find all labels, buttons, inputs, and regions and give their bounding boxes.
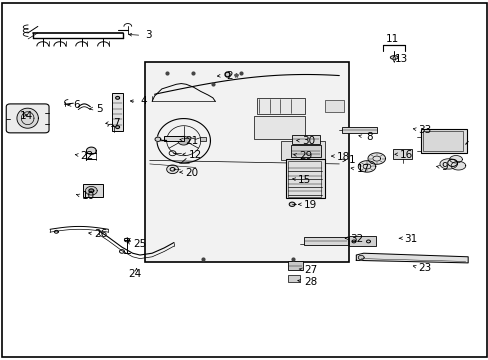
Text: 2: 2 [225,71,232,81]
Polygon shape [288,202,294,206]
Bar [287,161,321,197]
Polygon shape [17,108,38,128]
Text: 13: 13 [394,54,407,64]
Text: 31: 31 [403,234,416,244]
Polygon shape [389,56,397,59]
Bar [287,261,302,270]
Text: 18: 18 [336,152,349,162]
Text: 30: 30 [301,136,314,147]
Polygon shape [166,165,178,174]
Bar [144,62,348,262]
Bar [303,237,347,245]
Text: 32: 32 [350,234,363,244]
Polygon shape [86,147,96,154]
Text: 15: 15 [297,175,310,185]
Bar [256,98,305,114]
Text: 11: 11 [386,34,399,44]
Polygon shape [116,126,119,129]
Polygon shape [450,161,465,170]
Text: 21: 21 [185,136,198,146]
Polygon shape [367,153,385,164]
Bar [291,135,320,144]
Text: 20: 20 [185,168,198,178]
Bar [423,131,462,152]
Text: 7: 7 [113,118,120,128]
Text: 29: 29 [298,151,311,161]
Text: 33: 33 [418,125,431,135]
Polygon shape [449,156,461,163]
Polygon shape [439,159,457,169]
Text: 14: 14 [20,111,33,121]
Polygon shape [358,255,364,260]
Text: 9: 9 [441,162,447,172]
Bar [200,137,205,141]
Text: 23: 23 [418,262,431,273]
Bar [341,127,376,133]
Text: 5: 5 [96,104,102,113]
Text: 8: 8 [366,132,372,142]
Text: 4: 4 [140,96,146,107]
Text: 6: 6 [73,100,80,110]
Bar [392,149,411,159]
Bar [348,236,375,246]
Bar [290,145,321,157]
Text: 22: 22 [80,151,93,161]
Polygon shape [89,189,94,193]
FancyBboxPatch shape [6,104,49,133]
Text: 12: 12 [188,150,202,160]
Bar [281,141,324,160]
Bar [287,275,300,282]
Text: 26: 26 [95,229,108,239]
Polygon shape [356,253,467,263]
Text: 16: 16 [399,150,412,160]
Bar [112,93,122,131]
Text: 25: 25 [133,239,146,249]
Text: 3: 3 [144,30,151,40]
Text: 1: 1 [348,156,355,165]
Bar [285,159,324,198]
Bar [420,129,466,153]
Polygon shape [85,186,97,195]
Bar [324,100,344,112]
Text: 27: 27 [303,265,316,275]
Text: 10: 10 [81,191,95,201]
Bar [164,136,183,141]
Text: 19: 19 [303,200,316,210]
Bar [254,116,305,139]
Polygon shape [178,136,189,145]
Text: 17: 17 [356,164,369,174]
Text: 24: 24 [128,269,142,279]
Polygon shape [358,161,375,172]
Text: 28: 28 [303,277,316,287]
Polygon shape [155,137,161,141]
Polygon shape [116,96,119,99]
Bar [83,184,103,197]
